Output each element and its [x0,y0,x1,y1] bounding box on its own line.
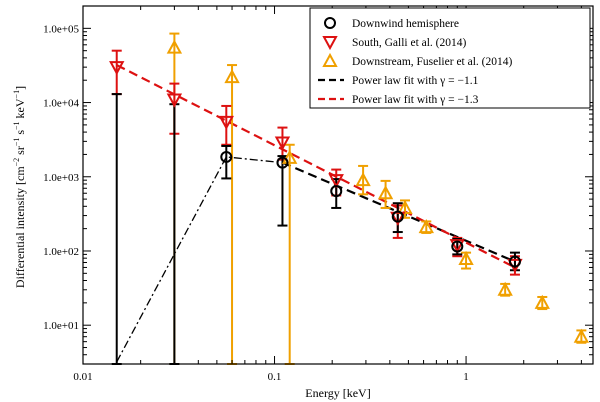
fit-line-1 [116,64,516,269]
data-point [449,239,465,254]
data-point [220,150,233,163]
y-label-s: s [13,130,27,138]
x-axis-label: Energy [keV] [305,386,370,400]
y-label-main: Differential intensity [cm [13,166,27,288]
data-point [418,218,434,234]
data-point [282,149,298,164]
y-tick-label: 1.0e+01 [43,320,79,332]
y-tick-label: 1.0e+02 [43,246,79,258]
plot-frame [82,5,594,365]
legend-label: South, Galli et al. (2014) [352,37,467,49]
data-point [218,115,234,130]
y-label-close: ] [13,86,27,90]
data-point [224,69,240,84]
y-label-exp1: −2 [12,158,21,167]
data-point [534,294,550,309]
x-tick-label: 0.01 [73,371,92,383]
data-point [166,39,183,54]
y-axis-label: Differential intensity [cm−2 sr−1 s−1 ke… [12,86,27,288]
legend-label: Power law fit with γ = −1.3 [352,94,479,106]
data-point [109,61,125,76]
y-label-exp3: −1 [12,121,21,130]
legend-marker [324,17,336,29]
legend-marker [322,36,338,51]
axes [82,5,594,365]
data-point [451,240,464,253]
legend-box [309,7,591,109]
data-point [397,199,413,214]
data-point [330,185,343,198]
y-label-exp4: −1 [12,90,21,99]
y-tick-label: 1.0e+04 [43,98,79,110]
data-point [274,136,291,151]
legend-label: Downstream, Fuselier et al. (2014) [352,56,512,68]
x-tick-label: 1 [463,371,469,383]
data-point [390,211,406,226]
data-point [377,185,394,200]
data-point [573,328,590,343]
legend-marker [322,52,338,67]
y-tick-label: 1.0e+05 [43,23,79,35]
data-point [328,174,344,189]
data-point [166,93,183,108]
data-point [355,172,371,187]
data-point [391,210,404,223]
data-point [508,255,521,268]
y-tick-label: 1.0e+03 [43,172,79,184]
data-point [276,156,289,169]
y-label-exp2: −1 [12,138,21,147]
data-markers [109,39,590,343]
legend-label: Downwind hemisphere [352,18,459,30]
y-label-sr: sr [13,146,27,158]
legend: Downwind hemisphere South, Galli et al. (… [309,7,591,109]
data-point [497,281,513,296]
data-point [458,250,474,265]
x-tick-label: 0.1 [268,371,282,383]
legend-label: Power law fit with γ = −1.1 [352,75,479,87]
y-label-kev: keV [13,98,27,121]
